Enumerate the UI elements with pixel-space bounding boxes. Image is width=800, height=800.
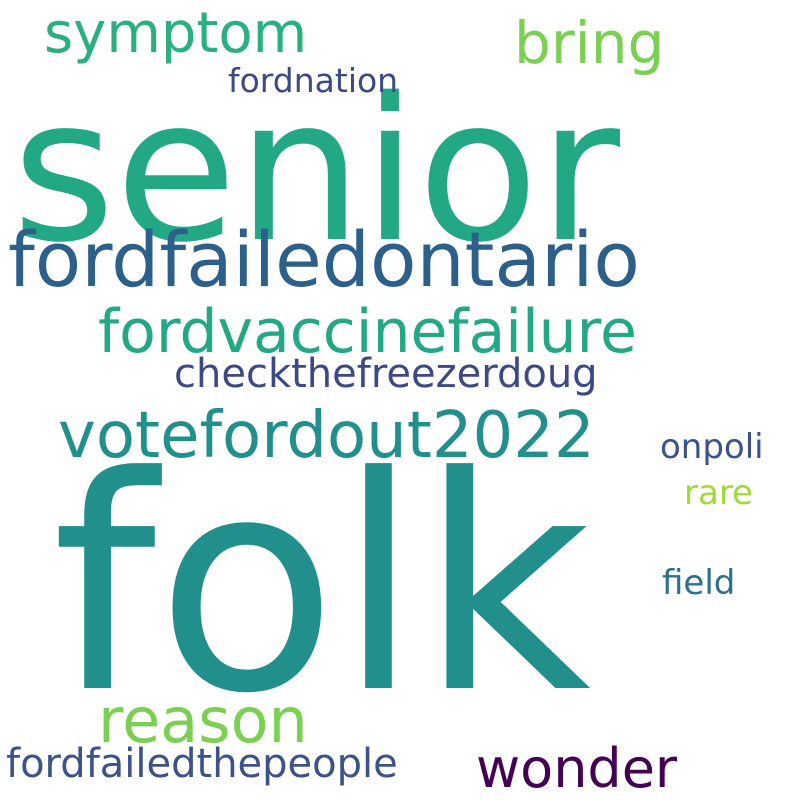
word-senior: senior — [12, 55, 621, 286]
word-folk: folk — [52, 413, 591, 758]
word-fordfailedthepeople: fordfailedthepeople — [6, 741, 398, 787]
word-votefordout2022: votefordout2022 — [58, 399, 595, 473]
word-field: field — [662, 563, 736, 603]
word-reason: reason — [98, 684, 308, 757]
word-symptom: symptom — [44, 1, 308, 66]
word-fordvaccinefailure: fordvaccinefailure — [98, 297, 637, 367]
word-rare: rare — [684, 473, 753, 513]
word-wonder: wonder — [476, 737, 678, 800]
word-checkthefreezerdoug: checkthefreezerdoug — [174, 351, 598, 397]
word-onpoli: onpoli — [660, 427, 764, 467]
word-fordnation: fordnation — [228, 61, 399, 100]
word-fordfailedontario: fordfailedontario — [8, 215, 640, 304]
word-bring: bring — [514, 9, 665, 77]
